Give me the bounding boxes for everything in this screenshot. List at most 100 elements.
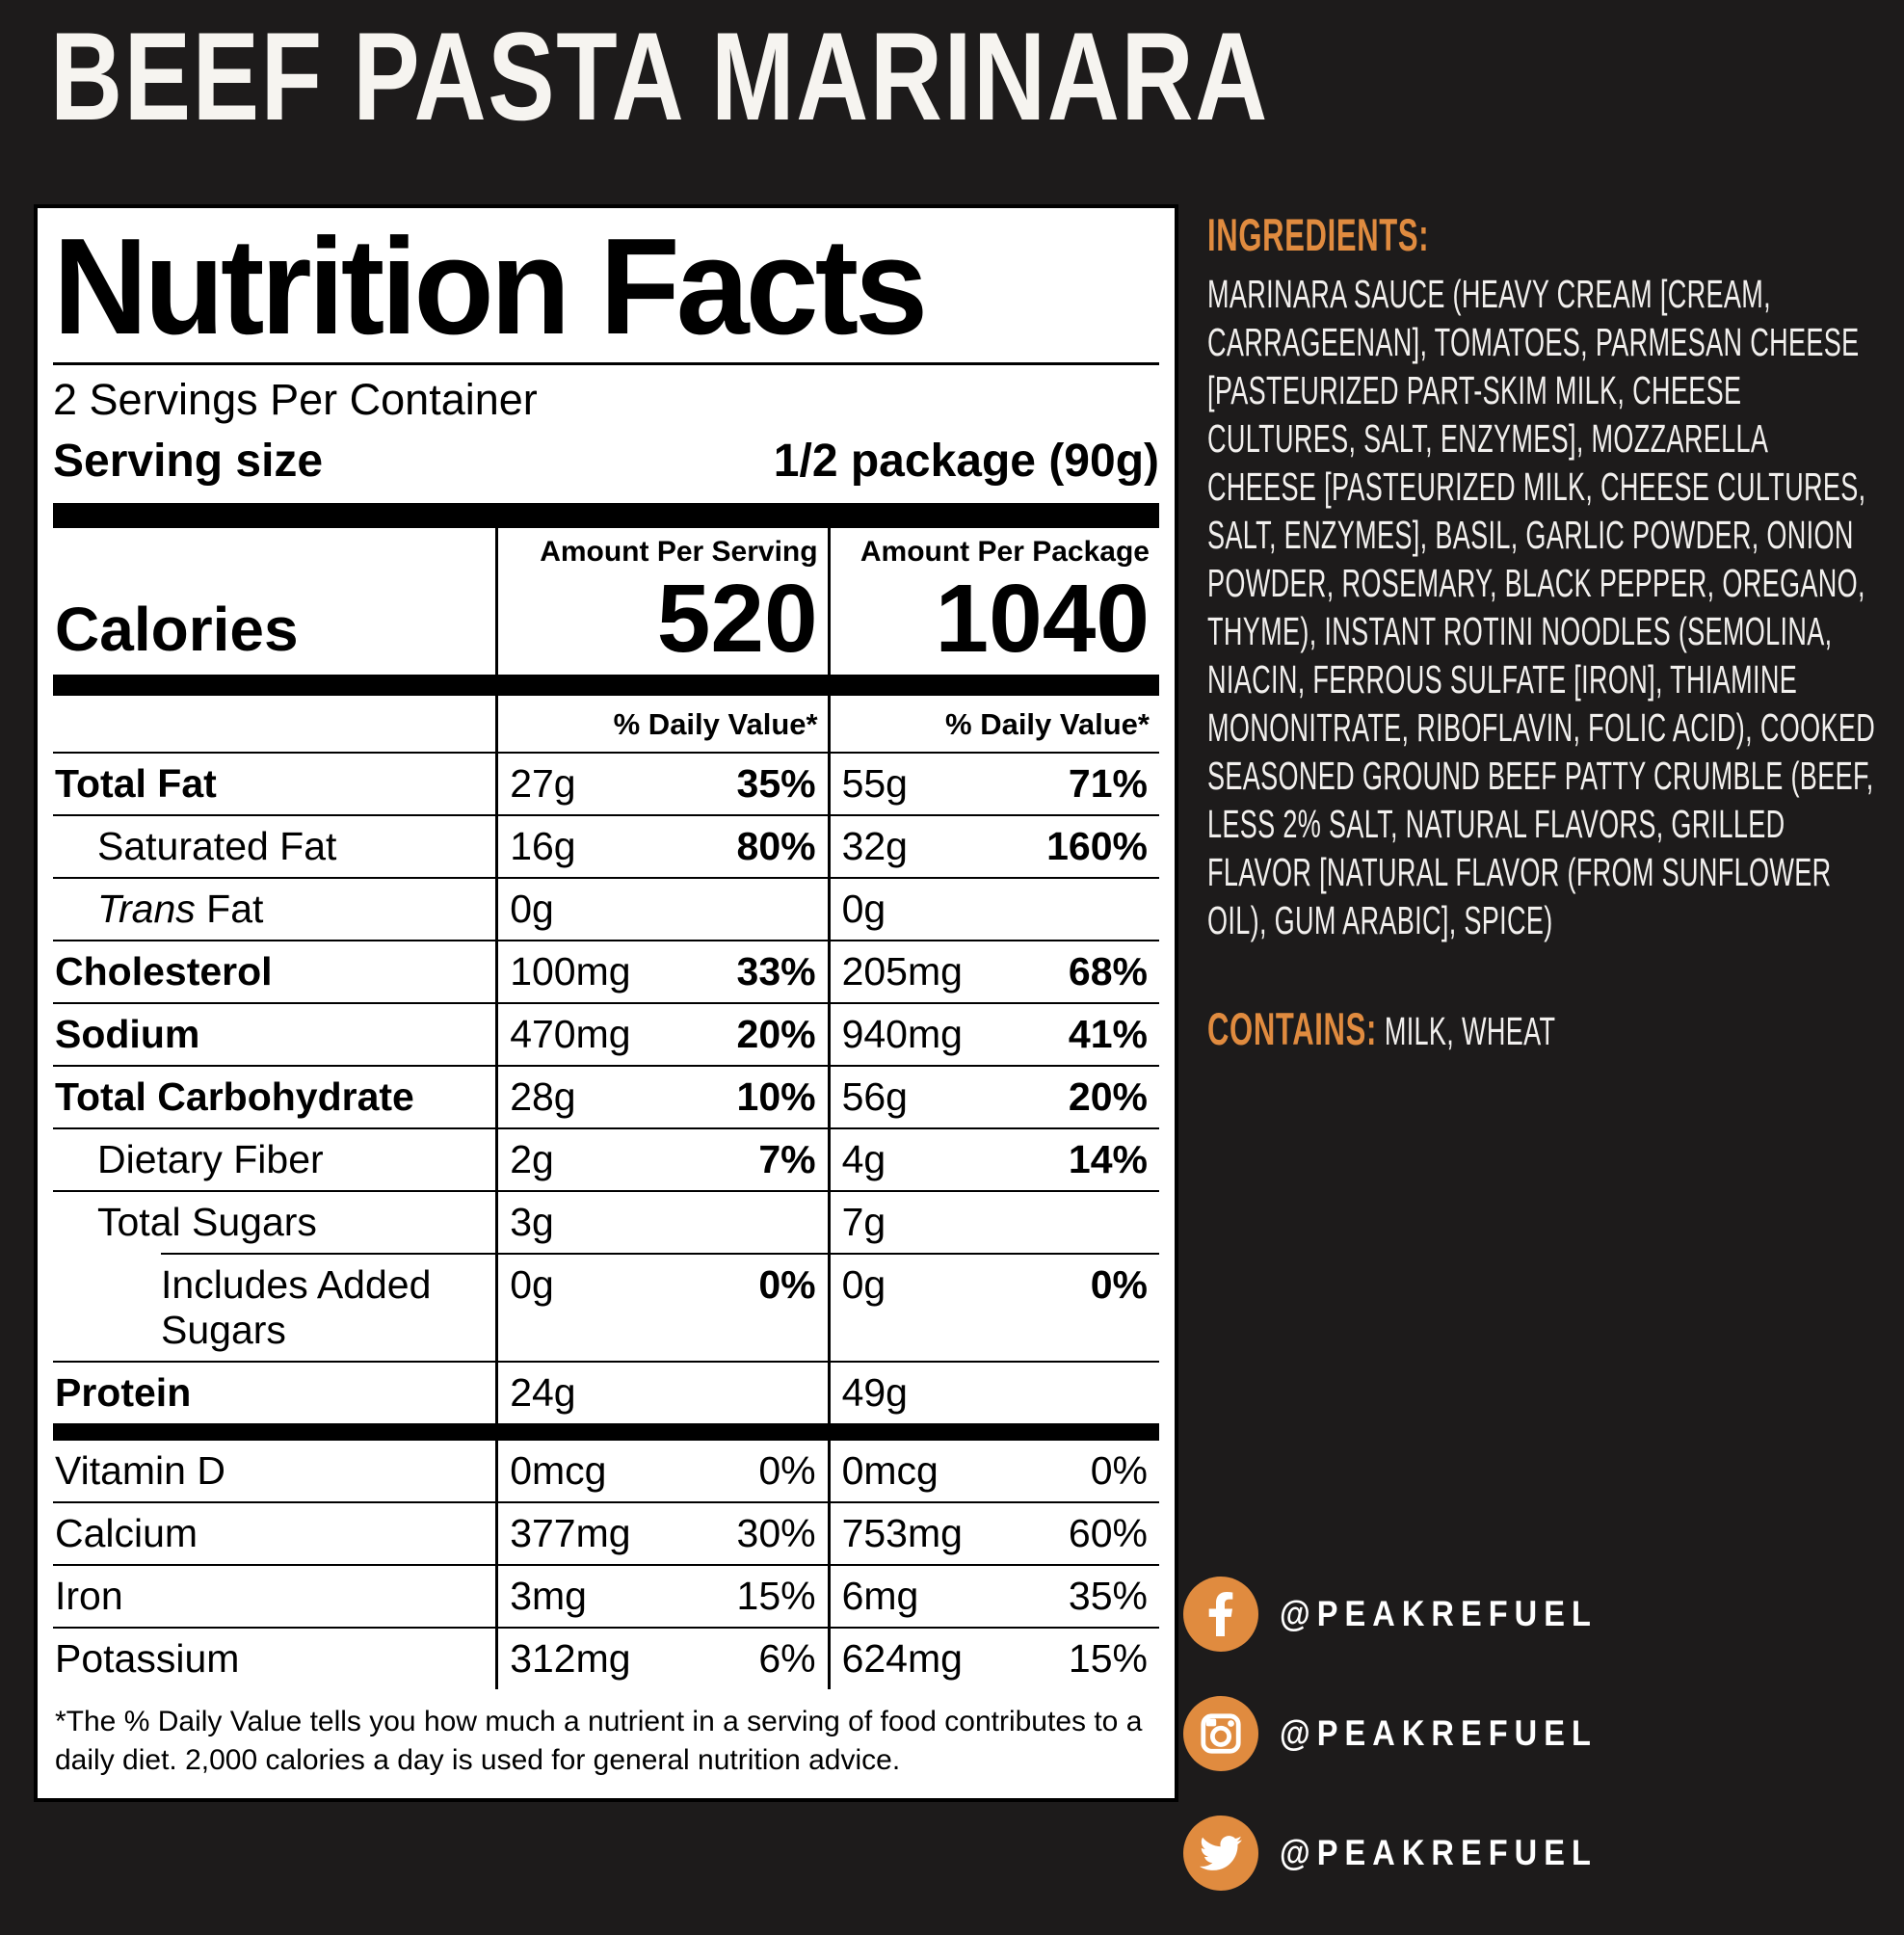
social-row-instagram: @PEAKREFUEL: [1183, 1696, 1877, 1771]
daily-value: 30%: [736, 1510, 816, 1555]
divider: [53, 361, 1159, 365]
amount: 0g: [841, 1261, 886, 1307]
social-handle: @PEAKREFUEL: [1280, 1594, 1598, 1633]
serving-size-row: Serving size 1/2 package (90g): [53, 429, 1159, 503]
nutrient-values: 0g: [827, 878, 1159, 941]
nutrient-label: Saturated Fat: [53, 816, 496, 879]
nutrient-values: 16g 80%: [495, 815, 828, 879]
daily-value: 15%: [1068, 1635, 1148, 1681]
nutrient-values: 28g 10%: [495, 1066, 828, 1129]
nutrient-values: 624mg 15%: [827, 1628, 1159, 1689]
nutrient-label: Iron: [53, 1566, 496, 1629]
nutrition-facts-panel: Nutrition Facts 2 Servings Per Container…: [34, 204, 1178, 1802]
calories-label: Calories: [55, 594, 299, 664]
amount-per-package-header: Amount Per Package: [827, 527, 1159, 569]
serving-size-value: 1/2 package (90g): [773, 435, 1159, 487]
social-handle: @PEAKREFUEL: [1280, 1713, 1598, 1753]
serving-size-label: Serving size: [53, 435, 324, 487]
amount: 0mcg: [841, 1447, 939, 1493]
daily-value: 160%: [1046, 823, 1148, 868]
amount: 377mg: [510, 1510, 631, 1555]
amount: 55g: [841, 760, 908, 806]
daily-value: 80%: [736, 823, 816, 868]
nutrient-values: 4g 14%: [827, 1128, 1159, 1192]
social-row-twitter: @PEAKREFUEL: [1183, 1816, 1877, 1891]
daily-value-spacer: [53, 696, 496, 754]
nutrient-values: 312mg 6%: [495, 1628, 827, 1689]
amount: 312mg: [510, 1635, 631, 1681]
amount: 6mg: [841, 1573, 919, 1618]
amount: 3mg: [510, 1573, 587, 1618]
nutrient-label: Total Carbohydrate: [53, 1067, 496, 1129]
daily-value: 0%: [758, 1447, 816, 1493]
twitter-icon: [1183, 1816, 1258, 1891]
amount-per-serving-header: Amount Per Serving: [495, 527, 827, 569]
nutrient-label: Potassium: [55, 1635, 240, 1681]
daily-value: 10%: [736, 1074, 816, 1119]
nutrition-table: Amount Per Serving Amount Per Package Calo…: [53, 527, 1159, 1689]
thick-bar: [53, 1422, 1159, 1441]
amount: 56g: [841, 1074, 908, 1119]
daily-value-footnote: *The % Daily Value tells you how much a …: [55, 1705, 1143, 1777]
nutrient-label: Cholesterol: [53, 941, 496, 1004]
daily-value: 0%: [1090, 1447, 1148, 1493]
daily-value: 7%: [758, 1136, 816, 1181]
amount: 3g: [510, 1199, 554, 1244]
nutrient-values: 49g: [827, 1362, 1159, 1423]
nutrient-label: Calcium: [53, 1503, 496, 1566]
column-header-spacer: [53, 528, 495, 569]
amount: 28g: [510, 1074, 576, 1119]
facebook-icon: [1183, 1577, 1258, 1652]
amount: 2g: [510, 1136, 554, 1181]
nutrient-values: 0g 0%: [495, 1254, 828, 1363]
daily-value: 6%: [758, 1635, 816, 1681]
nutrient-values: 2g 7%: [495, 1128, 828, 1192]
amount: 0g: [510, 1261, 554, 1307]
amount: 0g: [841, 886, 886, 931]
contains-line: CONTAINS: MILK, WHEAT: [1207, 1002, 1882, 1055]
social-links: @PEAKREFUEL @PEAKREFUEL @PEAKREFUEL: [1183, 1577, 1877, 1935]
nutrient-label: Dietary Fiber: [53, 1129, 496, 1192]
daily-value: 68%: [1068, 948, 1148, 994]
amount: 32g: [841, 823, 908, 868]
daily-value: 71%: [1068, 760, 1148, 806]
nutrient-values: 32g 160%: [827, 815, 1159, 879]
contains-label: CONTAINS:: [1207, 1002, 1377, 1054]
nutrient-label: Vitamin D: [53, 1441, 496, 1503]
daily-value-header-serving: % Daily Value*: [495, 695, 828, 754]
daily-value: 0%: [1090, 1261, 1148, 1307]
nutrient-label: Includes Added Sugars: [53, 1255, 496, 1363]
nutrient-label: Trans Fat: [53, 879, 496, 941]
nutrient-values: 0g: [495, 878, 828, 941]
ingredients-text: MARINARA SAUCE (HEAVY CREAM [CREAM, CARR…: [1207, 271, 1876, 942]
social-row-facebook: @PEAKREFUEL: [1183, 1577, 1877, 1652]
amount: 470mg: [510, 1011, 631, 1056]
daily-value: 33%: [736, 948, 816, 994]
nutrient-values: 205mg 68%: [827, 941, 1159, 1004]
daily-value: 35%: [1068, 1573, 1148, 1618]
nutrient-values: 940mg 41%: [827, 1003, 1159, 1067]
nutrition-facts-heading: Nutrition Facts: [53, 210, 928, 363]
nutrient-values: 100mg 33%: [495, 941, 828, 1004]
daily-value: 60%: [1068, 1510, 1148, 1555]
daily-value: 20%: [1068, 1074, 1148, 1119]
amount: 16g: [510, 823, 576, 868]
instagram-icon: [1183, 1696, 1258, 1771]
amount: 100mg: [510, 948, 631, 994]
daily-value: 0%: [758, 1261, 816, 1307]
nutrient-values: 0g 0%: [827, 1254, 1159, 1363]
amount: 49g: [841, 1369, 908, 1415]
contains-value: MILK, WHEAT: [1384, 1008, 1556, 1053]
nutrient-label: Sodium: [53, 1004, 496, 1067]
nutrient-values: 24g: [495, 1362, 827, 1423]
amount: 4g: [841, 1136, 886, 1181]
nutrient-values: 3mg 15%: [495, 1565, 828, 1629]
daily-value: 35%: [736, 760, 816, 806]
nutrient-values: 377mg 30%: [495, 1502, 828, 1566]
daily-value: 14%: [1068, 1136, 1148, 1181]
amount: 624mg: [841, 1635, 963, 1681]
nutrient-values: 56g 20%: [827, 1066, 1159, 1129]
nutrient-values: 27g 35%: [495, 753, 828, 816]
amount: 24g: [510, 1369, 576, 1415]
